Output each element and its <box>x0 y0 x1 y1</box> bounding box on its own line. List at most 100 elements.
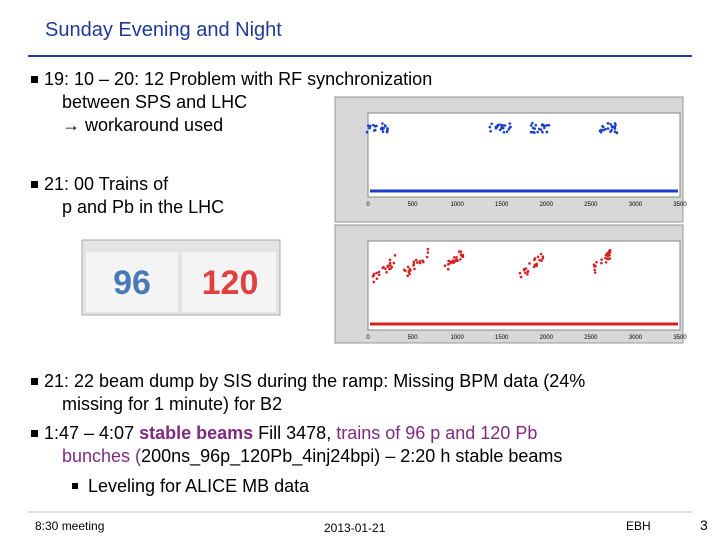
plot-dot <box>385 270 388 274</box>
plot-dot <box>412 260 416 264</box>
plot-dot <box>530 130 533 134</box>
plot-dot <box>536 255 540 259</box>
plot-dot <box>488 125 492 129</box>
plot-dot <box>503 124 507 127</box>
plot-tick-label: 3500 <box>673 202 687 208</box>
plot-dot <box>542 124 545 127</box>
plot-tick-label: 0 <box>366 335 370 341</box>
plot-dot <box>609 130 612 134</box>
plot-dot <box>390 265 394 269</box>
plot-dot <box>526 273 529 276</box>
plot-dot <box>519 275 523 279</box>
plot-dot <box>534 123 538 127</box>
text-run: Fill 3478, <box>253 423 337 443</box>
plot-tick-label: 3000 <box>629 202 643 208</box>
bullet-text: 21: 22 beam dump by SIS during the ramp:… <box>44 371 586 391</box>
plot-dot <box>425 255 429 259</box>
plot-dot <box>388 261 392 265</box>
bullet-text: 19: 10 – 20: 12 Problem with RF synchron… <box>44 69 433 89</box>
plot-dot <box>366 124 370 128</box>
plot-dot <box>449 261 452 265</box>
plot-tick-label: 0 <box>366 202 370 208</box>
plot-dot <box>606 122 610 125</box>
plot-dot <box>499 123 502 126</box>
plot-dot <box>613 130 617 133</box>
bullet-text: missing for 1 minute) for B2 <box>62 394 283 414</box>
plot-dot <box>388 258 392 262</box>
page-number: 3 <box>700 517 708 533</box>
plot-dot <box>392 261 396 265</box>
plot-dot <box>537 127 541 131</box>
plot-dot <box>541 255 545 258</box>
counter-panel: 96 120 <box>81 239 281 316</box>
plot-dot <box>490 122 493 126</box>
bullet-marker <box>31 430 38 437</box>
plot-dot <box>535 262 539 266</box>
plot-dot <box>526 270 530 274</box>
plot-dot <box>373 128 377 132</box>
plot-dot <box>386 127 389 130</box>
plot-dot <box>452 256 456 259</box>
plot-dot <box>615 131 619 135</box>
plot-dot <box>608 257 612 260</box>
plot-dot <box>453 259 457 263</box>
plot-tick-label: 500 <box>408 335 419 341</box>
plot-dot <box>604 253 608 257</box>
plot-dot <box>540 259 543 262</box>
plot-dot <box>498 128 502 132</box>
plot-tick-label: 1500 <box>495 202 509 208</box>
plot-dot <box>593 268 596 272</box>
plot-dot <box>541 130 544 134</box>
plot-dot <box>426 251 430 254</box>
plot-dot <box>386 264 390 268</box>
footer-right: EBH <box>626 519 651 533</box>
plot-dot <box>613 127 617 130</box>
plot-dot <box>533 263 537 267</box>
plot-window: 0 500 1000 1500 2000 2500 3000 3500 <box>334 96 687 223</box>
plot-dot <box>494 125 498 129</box>
plot-dot <box>458 258 462 261</box>
plot-dot <box>459 250 463 253</box>
plot-dot <box>533 127 537 130</box>
plot-dot <box>518 271 522 275</box>
bullet-text: between SPS and LHC <box>62 92 248 112</box>
plot-dot <box>502 130 506 134</box>
plot-dot <box>377 270 381 274</box>
bullet-text: bunches (200ns_96p_120Pb_4inj24bpi) – 2:… <box>62 445 562 468</box>
plot-dot <box>412 262 416 266</box>
plot-tick-label: 1000 <box>450 202 464 208</box>
plot-dot <box>599 130 603 134</box>
plot-dot <box>413 267 416 271</box>
plot-dot <box>418 259 422 263</box>
plot-dot <box>604 261 608 264</box>
bullet-text: Leveling for ALICE MB data <box>88 476 310 496</box>
plot-dot <box>610 125 614 129</box>
text-run: trains of 96 p and 120 Pb <box>336 423 538 443</box>
bullet-marker <box>31 76 38 83</box>
plot-dot <box>375 124 378 128</box>
plot-dot <box>372 272 376 276</box>
plot-dot <box>538 258 541 262</box>
plot-dot <box>421 259 424 262</box>
bullet-marker <box>72 483 78 489</box>
plot-dot <box>609 123 612 126</box>
bullet-text: p and Pb in the LHC <box>62 197 225 217</box>
plot-dot <box>416 261 419 264</box>
plot-dot <box>393 254 397 257</box>
plot-dot <box>365 130 369 134</box>
plot-tick-label: 1500 <box>495 335 509 341</box>
plot-dot <box>388 264 392 267</box>
plot-dot <box>384 267 387 271</box>
plot-tick-label: 2500 <box>584 335 598 341</box>
counter-value: 96 <box>113 264 151 302</box>
plot-dot <box>448 259 451 263</box>
bullet-marker <box>31 181 38 188</box>
plot-dot <box>528 262 531 265</box>
plot-dot <box>369 124 372 128</box>
plot-dot <box>452 261 455 265</box>
plot-dot <box>377 273 381 277</box>
plot-dot <box>451 259 455 262</box>
plot-dot <box>533 131 536 134</box>
plot-dot <box>406 274 409 278</box>
